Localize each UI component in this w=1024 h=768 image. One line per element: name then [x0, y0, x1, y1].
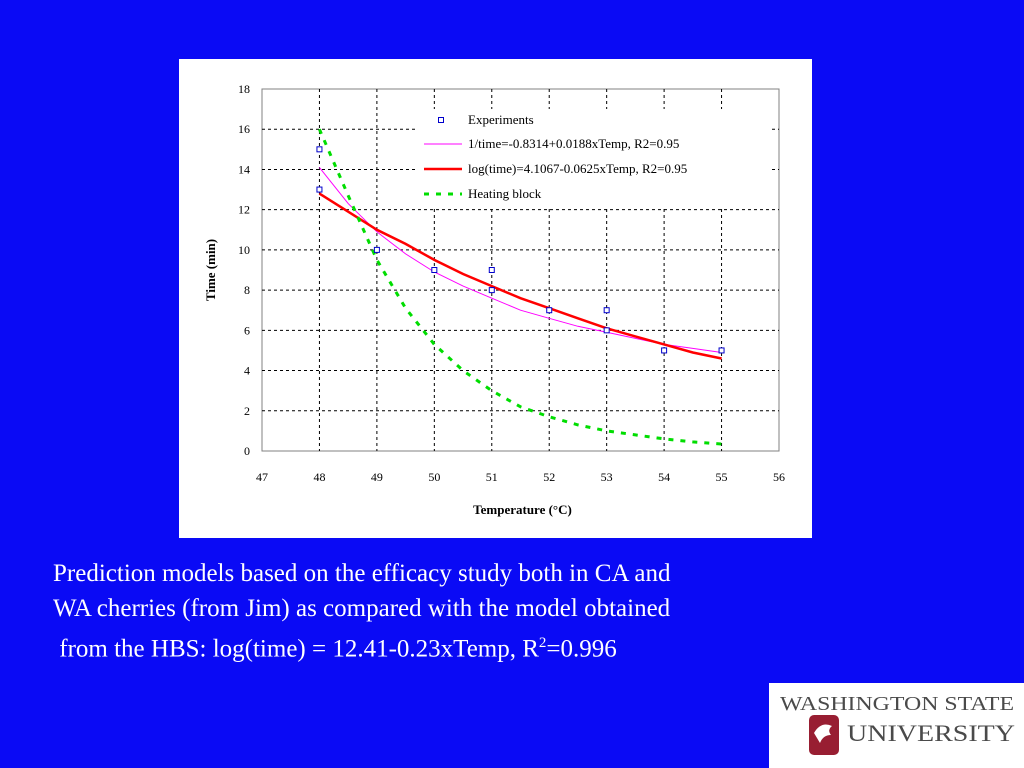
x-tick-label: 48	[313, 470, 325, 484]
y-tick-label: 14	[238, 162, 250, 176]
x-tick-label: 55	[716, 470, 728, 484]
university-logo: WASHINGTON STATE UNIVERSITY	[769, 683, 1024, 768]
caption-line-1: Prediction models based on the efficacy …	[53, 560, 671, 587]
x-tick-label: 50	[428, 470, 440, 484]
data-point	[316, 186, 323, 193]
data-point	[603, 327, 610, 334]
data-point	[661, 347, 668, 354]
y-tick-label: 12	[238, 203, 250, 217]
legend-background	[415, 109, 770, 209]
caption: Prediction models based on the efficacy …	[53, 556, 933, 666]
y-axis-label: Time (min)	[203, 239, 218, 301]
legend-label: Experiments	[468, 112, 534, 127]
x-axis-label: Temperature (°C)	[473, 502, 572, 517]
chart-panel: 47 48 49 50 51 52 53 54 55 56 0 2 4 6 8 10 12 14 16 18 Tempe…	[179, 59, 812, 538]
caption-line-2: WA cherries (from Jim) as compared with …	[53, 595, 671, 622]
legend-label: 1/time=-0.8314+0.0188xTemp, R2=0.95	[468, 136, 679, 151]
data-point	[718, 347, 725, 354]
data-point	[603, 307, 610, 314]
y-tick-label: 2	[244, 404, 250, 418]
x-tick-label: 52	[543, 470, 555, 484]
data-point	[488, 287, 495, 294]
legend-label: Heating block	[468, 186, 542, 201]
legend-label: log(time)=4.1067-0.0625xTemp, R2=0.95	[468, 161, 687, 176]
logo-graphic: WASHINGTON STATE UNIVERSITY	[780, 693, 1015, 755]
x-tick-label: 47	[256, 470, 268, 484]
x-tick-label: 54	[658, 470, 670, 484]
caption-line-3: from the HBS: log(time) = 12.41-0.23xTem…	[53, 626, 933, 666]
y-tick-label: 18	[238, 82, 250, 96]
logo-text-line-1: WASHINGTON STATE	[780, 693, 1014, 715]
caption-r2-value: =0.996	[546, 635, 617, 663]
series-line	[318, 128, 722, 446]
y-tick-label: 10	[238, 243, 250, 257]
data-point	[488, 267, 495, 273]
data-point	[431, 267, 438, 273]
y-tick-label: 0	[244, 444, 250, 458]
data-point	[546, 307, 553, 314]
y-tick-label: 6	[244, 323, 250, 337]
caption-superscript: 2	[538, 635, 547, 651]
x-tick-label: 56	[773, 470, 785, 484]
y-tick-label: 4	[244, 364, 250, 378]
x-tick-label: 51	[486, 470, 498, 484]
legend-marker	[438, 117, 444, 123]
data-point	[373, 246, 380, 253]
chart: 47 48 49 50 51 52 53 54 55 56 0 2 4 6 8 10 12 14 16 18 Tempe…	[203, 82, 785, 517]
cougar-head-icon	[814, 724, 832, 743]
y-tick-label: 16	[238, 122, 250, 136]
x-tick-label: 53	[601, 470, 613, 484]
data-point	[316, 146, 323, 153]
y-tick-label: 8	[244, 283, 250, 297]
caption-formula: from the HBS: log(time) = 12.41-0.23xTem…	[59, 635, 539, 663]
logo-text-line-2: UNIVERSITY	[847, 721, 1015, 746]
series-line	[318, 192, 722, 360]
x-tick-label: 49	[371, 470, 383, 484]
